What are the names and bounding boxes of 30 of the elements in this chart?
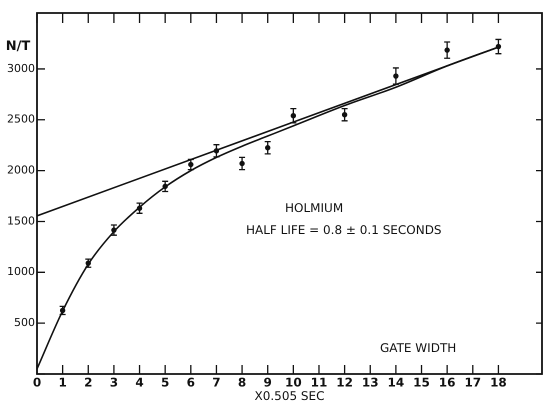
x-tick-label: 18 [490,375,507,390]
y-axis-title: N/T [6,39,30,54]
x-tick-label: 7 [212,375,221,390]
x-tick-label: 2 [84,375,92,390]
x-tick-label: 3 [110,375,118,390]
x-tick-label: 8 [238,375,246,390]
x-tick-label: 1 [58,375,67,390]
annotation: HALF LIFE = 0.8 ± 0.1 SECONDS [246,223,442,237]
y-tick-label: 2500 [7,112,35,126]
annotation: HOLMIUM [285,201,344,215]
x-tick-label: 14 [388,375,404,390]
y-tick-label: 2000 [7,163,35,176]
x-tick-label: 5 [160,375,170,390]
x-tick-label: 17 [464,375,482,390]
x-tick-label: 16 [438,375,456,390]
x-tick-label: 12 [336,375,353,390]
x-tick-label: 11 [310,375,328,390]
y-tick-label: 500 [14,316,35,330]
x-tick-label: 0 [32,375,42,390]
x-tick-label: 9 [264,375,272,390]
x-tick-label: 4 [135,375,144,390]
x-tick-label: 15 [413,375,430,390]
y-tick-label: 1000 [7,265,35,278]
x-tick-label: 6 [186,375,195,390]
x-tick-label: 10 [284,375,302,390]
y-tick-label: 1500 [7,214,35,228]
x-tick-label: 13 [362,375,379,390]
annotation: GATE WIDTH [380,341,456,355]
y-tick-label: 3000 [7,62,35,75]
x-axis-title: X0.505 SEC [254,388,324,403]
